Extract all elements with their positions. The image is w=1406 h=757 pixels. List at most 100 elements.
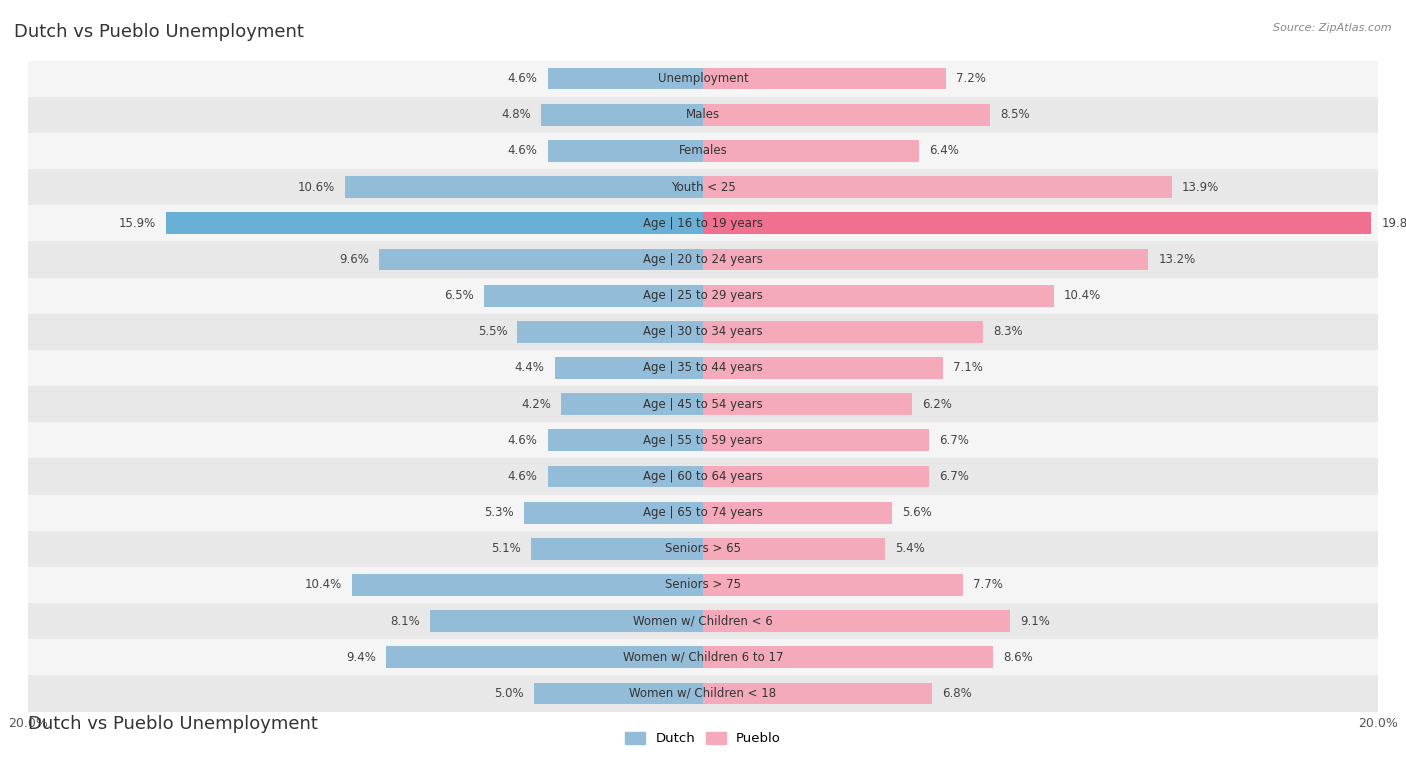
Text: 10.6%: 10.6%	[298, 181, 335, 194]
Text: 4.2%: 4.2%	[522, 397, 551, 410]
Text: Youth < 25: Youth < 25	[671, 181, 735, 194]
Bar	[703, 104, 990, 126]
Text: 4.6%: 4.6%	[508, 145, 537, 157]
Bar	[28, 567, 1378, 603]
Text: 5.0%: 5.0%	[495, 687, 524, 700]
Bar	[703, 248, 1149, 270]
Text: 6.5%: 6.5%	[444, 289, 474, 302]
Bar	[703, 68, 946, 89]
Text: 8.3%: 8.3%	[993, 326, 1022, 338]
Text: Source: ZipAtlas.com: Source: ZipAtlas.com	[1274, 23, 1392, 33]
Bar	[548, 429, 703, 451]
Text: 7.7%: 7.7%	[973, 578, 1002, 591]
Text: Unemployment: Unemployment	[658, 72, 748, 85]
Text: 8.6%: 8.6%	[1004, 651, 1033, 664]
Text: 9.4%: 9.4%	[346, 651, 375, 664]
Bar	[703, 176, 1173, 198]
Text: 4.6%: 4.6%	[508, 470, 537, 483]
Text: Age | 25 to 29 years: Age | 25 to 29 years	[643, 289, 763, 302]
Bar	[28, 639, 1378, 675]
Text: 10.4%: 10.4%	[305, 578, 342, 591]
Bar	[703, 140, 920, 162]
Text: 4.4%: 4.4%	[515, 362, 544, 375]
Bar	[703, 538, 886, 559]
Bar	[703, 429, 929, 451]
Bar	[703, 574, 963, 596]
Text: Seniors > 65: Seniors > 65	[665, 542, 741, 556]
Bar	[534, 683, 703, 704]
Text: Dutch vs Pueblo Unemployment: Dutch vs Pueblo Unemployment	[14, 23, 304, 41]
Text: 13.2%: 13.2%	[1159, 253, 1195, 266]
Bar	[28, 133, 1378, 169]
Bar	[561, 394, 703, 415]
Text: 5.1%: 5.1%	[491, 542, 520, 556]
Text: 7.1%: 7.1%	[953, 362, 983, 375]
Bar	[28, 422, 1378, 459]
Text: 5.5%: 5.5%	[478, 326, 508, 338]
Bar	[28, 386, 1378, 422]
Bar	[430, 610, 703, 632]
Text: Age | 30 to 34 years: Age | 30 to 34 years	[643, 326, 763, 338]
Bar	[346, 176, 703, 198]
Text: 6.7%: 6.7%	[939, 434, 969, 447]
Text: Women w/ Children 6 to 17: Women w/ Children 6 to 17	[623, 651, 783, 664]
Text: Age | 60 to 64 years: Age | 60 to 64 years	[643, 470, 763, 483]
Bar	[28, 350, 1378, 386]
Bar	[703, 683, 932, 704]
Text: 7.2%: 7.2%	[956, 72, 986, 85]
Bar	[385, 646, 703, 668]
Bar	[703, 321, 983, 343]
Bar	[703, 610, 1010, 632]
Text: Age | 20 to 24 years: Age | 20 to 24 years	[643, 253, 763, 266]
Text: 19.8%: 19.8%	[1381, 217, 1406, 230]
Text: 6.2%: 6.2%	[922, 397, 952, 410]
Bar	[28, 675, 1378, 712]
Bar	[484, 285, 703, 307]
Text: Males: Males	[686, 108, 720, 121]
Text: 8.1%: 8.1%	[389, 615, 419, 628]
Bar	[531, 538, 703, 559]
Bar	[548, 466, 703, 488]
Text: 9.6%: 9.6%	[339, 253, 368, 266]
Text: Age | 65 to 74 years: Age | 65 to 74 years	[643, 506, 763, 519]
Legend: Dutch, Pueblo: Dutch, Pueblo	[620, 727, 786, 750]
Bar	[28, 459, 1378, 494]
Bar	[703, 646, 993, 668]
Text: 15.9%: 15.9%	[120, 217, 156, 230]
Bar	[28, 531, 1378, 567]
Text: 4.6%: 4.6%	[508, 434, 537, 447]
Bar	[703, 285, 1054, 307]
Bar	[703, 213, 1371, 234]
Bar	[703, 502, 891, 524]
Text: 8.5%: 8.5%	[1000, 108, 1029, 121]
Text: Age | 16 to 19 years: Age | 16 to 19 years	[643, 217, 763, 230]
Bar	[554, 357, 703, 378]
Bar	[28, 205, 1378, 241]
Bar	[28, 169, 1378, 205]
Bar	[517, 321, 703, 343]
Text: 4.8%: 4.8%	[501, 108, 531, 121]
Text: 6.7%: 6.7%	[939, 470, 969, 483]
Text: 5.3%: 5.3%	[485, 506, 515, 519]
Bar	[166, 213, 703, 234]
Text: 6.4%: 6.4%	[929, 145, 959, 157]
Text: Age | 45 to 54 years: Age | 45 to 54 years	[643, 397, 763, 410]
Bar	[380, 248, 703, 270]
Text: Dutch vs Pueblo Unemployment: Dutch vs Pueblo Unemployment	[28, 715, 318, 734]
Bar	[352, 574, 703, 596]
Bar	[28, 494, 1378, 531]
Bar	[28, 241, 1378, 278]
Bar	[28, 603, 1378, 639]
Text: 5.4%: 5.4%	[896, 542, 925, 556]
Bar	[703, 466, 929, 488]
Bar	[703, 357, 942, 378]
Text: 4.6%: 4.6%	[508, 72, 537, 85]
Text: Women w/ Children < 18: Women w/ Children < 18	[630, 687, 776, 700]
Text: 6.8%: 6.8%	[942, 687, 973, 700]
Text: 5.6%: 5.6%	[903, 506, 932, 519]
Bar	[548, 140, 703, 162]
Text: Women w/ Children < 6: Women w/ Children < 6	[633, 615, 773, 628]
Text: 13.9%: 13.9%	[1182, 181, 1219, 194]
Bar	[548, 68, 703, 89]
Text: Seniors > 75: Seniors > 75	[665, 578, 741, 591]
